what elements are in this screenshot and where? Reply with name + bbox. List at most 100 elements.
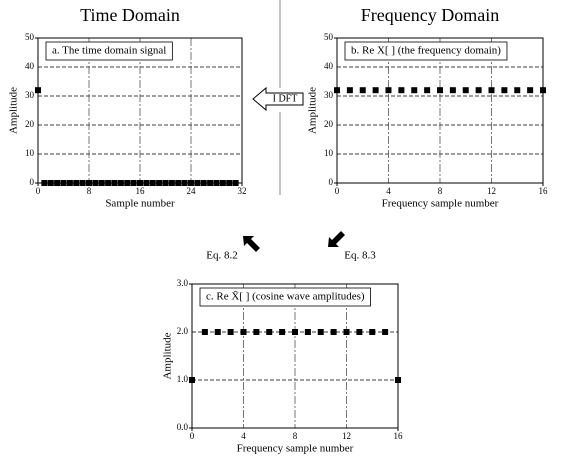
marker [359,87,366,94]
y-tick-label: 1.0 [177,374,189,384]
x-tick-label: 12 [487,186,496,196]
marker [398,87,405,94]
y-axis-label: Amplitude [307,87,319,134]
eq-label: Eq. 8.3 [344,250,376,262]
marker [382,329,389,335]
chart: Frequency Domain 0 10 20 30 40 50 0 4 8 12 16 Freque… [307,5,548,209]
marker [143,180,150,186]
marker [226,180,233,186]
marker [411,87,418,94]
marker [214,329,221,335]
marker [175,180,182,186]
y-tick-label: 20 [25,119,35,129]
marker [149,180,156,186]
y-tick-label: 50 [25,32,35,42]
y-tick-label: 2.0 [177,326,189,336]
marker [213,180,220,186]
marker [424,87,431,94]
y-axis-label: Amplitude [8,87,20,134]
marker [437,87,443,94]
marker [395,377,401,383]
x-axis-label: Frequency sample number [237,443,354,455]
x-tick-label: 4 [241,431,246,441]
marker [98,180,105,186]
y-tick-label: 50 [324,32,334,42]
marker [317,329,324,335]
marker [117,180,124,186]
marker [475,87,482,94]
x-tick-label: 32 [238,186,247,196]
y-axis-label: Amplitude [162,332,174,379]
marker [385,87,392,94]
marker [514,87,521,94]
y-tick-label: 0 [30,177,35,187]
x-tick-label: 8 [87,186,92,196]
marker [73,180,80,186]
legend-box [344,41,508,61]
x-tick-label: 0 [36,186,41,196]
x-tick-label: 12 [342,431,351,441]
marker [527,87,534,94]
x-tick-label: 8 [438,186,443,196]
marker [240,329,247,335]
x-tick-label: 24 [187,186,197,196]
chart-title: Time Domain [80,5,180,25]
marker [188,180,194,186]
marker [227,329,234,335]
marker [346,87,353,94]
marker [330,329,337,335]
marker [35,87,41,94]
marker [207,180,214,186]
y-tick-label: 0 [329,177,334,187]
marker [41,180,48,186]
x-tick-label: 4 [386,186,391,196]
marker [137,180,143,186]
marker [79,180,86,186]
marker [501,87,508,94]
marker [168,180,175,186]
marker [105,180,112,186]
marker [449,87,456,94]
y-tick-label: 40 [25,61,35,71]
legend-box [45,41,173,61]
marker [194,180,201,186]
marker [372,87,379,94]
marker [130,180,137,186]
plot-frame [336,37,544,184]
marker [334,87,340,94]
marker [292,329,298,335]
x-axis-label: Frequency sample number [382,198,499,210]
marker [47,180,54,186]
idft-label: I DFT [273,93,298,104]
x-axis-label: Sample number [105,198,175,210]
legend-label: c. Re X̄[ ] (cosine wave amplitudes) [206,291,365,303]
chart-title: Frequency Domain [361,5,499,25]
y-tick-label: 20 [324,119,334,129]
y-tick-label: 0.0 [177,422,189,432]
marker [356,329,363,335]
x-tick-label: 16 [539,186,549,196]
y-tick-label: 40 [324,61,334,71]
plot-frame [191,283,399,429]
y-tick-label: 30 [25,90,35,100]
marker [92,180,99,186]
x-tick-label: 0 [190,431,195,441]
marker [200,180,207,186]
marker [343,329,350,335]
marker [181,180,188,186]
eq-label: Eq. 8.2 [206,250,237,262]
marker [124,180,131,186]
marker [232,180,239,186]
marker [66,180,73,186]
x-tick-label: 16 [394,431,404,441]
marker [54,180,61,186]
marker [189,377,195,383]
legend-label: a. The time domain signal [52,45,166,57]
marker [304,329,311,335]
marker [279,329,286,335]
marker [462,87,469,94]
marker [156,180,163,186]
marker [253,329,260,335]
x-tick-label: 16 [136,186,146,196]
marker [201,329,208,335]
